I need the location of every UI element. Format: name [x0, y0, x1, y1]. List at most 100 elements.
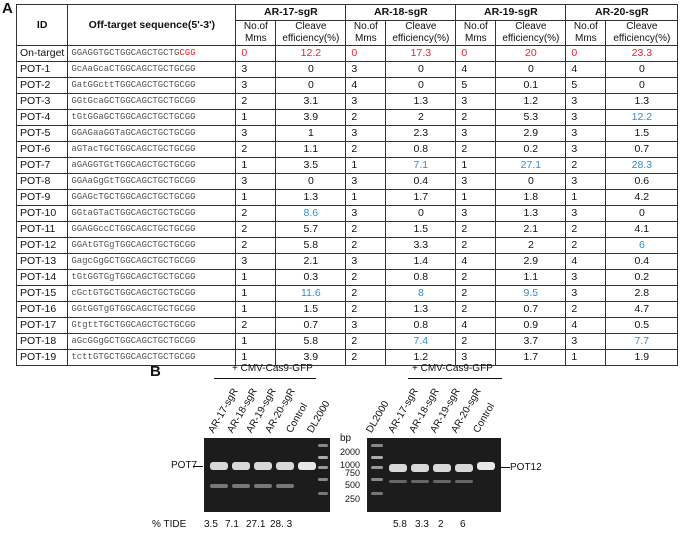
mismatch-count: 3: [565, 285, 607, 302]
subheader-eff: Cleave efficiency(%): [495, 20, 567, 46]
tide-value-right: 3.3: [415, 519, 429, 530]
sequence-main: GtgttTGCTGGCAGCTGCTGCGG: [71, 320, 196, 330]
mismatch-count: 4: [565, 61, 607, 78]
subheader-mms: No.of Mms: [345, 20, 387, 46]
row-sequence: GatGGcttTGGCAGCTGCTGCGG: [67, 77, 237, 94]
cleave-efficiency: 5.7: [275, 221, 347, 238]
tide-value-left: 7.1: [225, 519, 239, 530]
cleave-efficiency: 2: [495, 237, 567, 254]
mismatch-count: 1: [345, 157, 387, 174]
sequence-main: cGctGTGCTGGCAGCTGCTGCGG: [71, 288, 196, 298]
mismatch-count: 1: [345, 189, 387, 206]
bp-label: bp: [340, 433, 352, 444]
mismatch-count: 4: [455, 317, 497, 334]
row-sequence: aGcGGgGCTGGCAGCTGCTGCGG: [67, 333, 237, 350]
left-gel-title: + CMV-Cas9-GFP: [232, 363, 313, 374]
cleave-efficiency: 7.7: [605, 333, 679, 350]
table-row: POT-11 GGAGGccCTGGCAGCTGCTGCGG 2 5.7 2 1.5 2 2.…: [15, 221, 679, 238]
row-id: POT-2: [15, 77, 69, 94]
cleave-efficiency: 0.2: [495, 141, 567, 158]
mismatch-count: 0: [565, 45, 607, 62]
gel-band: [371, 492, 383, 495]
mismatch-count: 1: [235, 157, 277, 174]
subheader-eff: Cleave efficiency(%): [605, 20, 679, 46]
cleave-efficiency: 0: [605, 77, 679, 94]
cleave-efficiency: 0: [385, 61, 457, 78]
mismatch-count: 1: [235, 189, 277, 206]
sequence-main: GcAaGcaCTGGCAGCTGCTGCGG: [71, 64, 196, 74]
cleave-efficiency: 0: [385, 205, 457, 222]
cleave-efficiency: 0: [275, 77, 347, 94]
mismatch-count: 1: [235, 333, 277, 350]
gel-band: [210, 462, 228, 470]
mismatch-count: 3: [235, 125, 277, 142]
gel-band: [477, 462, 495, 470]
cleave-efficiency: 1.9: [605, 349, 679, 366]
table-row: POT-18 aGcGGgGCTGGCAGCTGCTGCGG 1 5.8 2 7.4 2 3.…: [15, 333, 679, 350]
table-row: POT-13 GagcGgGCTGGCAGCTGCTGCGG 3 2.1 3 1.4 4 2.…: [15, 253, 679, 270]
mismatch-count: 4: [565, 317, 607, 334]
mismatch-count: 2: [565, 237, 607, 254]
cleave-efficiency: 0: [275, 61, 347, 78]
cleave-efficiency: 3.9: [275, 109, 347, 126]
gel-band: [276, 462, 294, 470]
cleave-efficiency: 4.2: [605, 189, 679, 206]
row-id: POT-8: [15, 173, 69, 190]
subheader-mms: No.of Mms: [455, 20, 497, 46]
row-id: POT-6: [15, 141, 69, 158]
header-group: AR-18-sgR: [345, 4, 457, 21]
subheader-mms: No.of Mms: [235, 20, 277, 46]
ladder-size-label: 750: [344, 468, 360, 478]
mismatch-count: 1: [235, 109, 277, 126]
mismatch-count: 3: [345, 61, 387, 78]
subheader-mms: No.of Mms: [565, 20, 607, 46]
mismatch-count: 4: [455, 253, 497, 270]
mismatch-count: 3: [455, 125, 497, 142]
cleave-efficiency: 1.3: [275, 189, 347, 206]
cleave-efficiency: 28.3: [605, 157, 679, 174]
gel-band: [371, 466, 383, 469]
cleave-efficiency: 12.2: [605, 109, 679, 126]
mismatch-count: 3: [455, 173, 497, 190]
mismatch-count: 3: [235, 77, 277, 94]
mismatch-count: 3: [565, 205, 607, 222]
table-row: POT-14 tGtGGTGgTGGCAGCTGCTGCGG 1 0.3 2 0.8 2 1.…: [15, 269, 679, 286]
cleave-efficiency: 0: [605, 61, 679, 78]
mismatch-count: 3: [565, 141, 607, 158]
row-sequence: GGAtGTGgTGGCAGCTGCTGCGG: [67, 237, 237, 254]
cleave-efficiency: 1.1: [275, 141, 347, 158]
row-sequence: GcAaGcaCTGGCAGCTGCTGCGG: [67, 61, 237, 78]
row-id: POT-4: [15, 109, 69, 126]
gel-band: [389, 480, 407, 483]
cleave-efficiency: 0.8: [385, 141, 457, 158]
panel-b-letter: B: [150, 363, 161, 380]
cleave-efficiency: 3.9: [275, 349, 347, 366]
table-row: POT-9 GGAGcTGCTGGCAGCTGCTGCGG 1 1.3 1 1.7 1 1.8…: [15, 189, 679, 206]
cleave-efficiency: 7.1: [385, 157, 457, 174]
mismatch-count: 2: [235, 237, 277, 254]
row-id: POT-13: [15, 253, 69, 270]
right-gel-title: + CMV-Cas9-GFP: [412, 363, 493, 374]
cleave-efficiency: 0.2: [605, 269, 679, 286]
row-sequence: cGctGTGCTGGCAGCTGCTGCGG: [67, 285, 237, 302]
table-row: POT-2 GatGGcttTGGCAGCTGCTGCGG 3 0 4 0 5 0.1 5 0: [15, 77, 679, 94]
cleave-efficiency: 3.3: [385, 237, 457, 254]
row-sequence: GGAGGccCTGGCAGCTGCTGCGG: [67, 221, 237, 238]
cleave-efficiency: 1.3: [385, 93, 457, 110]
cleave-efficiency: 1.2: [385, 349, 457, 366]
cleave-efficiency: 1.7: [495, 349, 567, 366]
right-title-bracket: [408, 378, 502, 379]
cleave-efficiency: 27.1: [495, 157, 567, 174]
mismatch-count: 3: [565, 109, 607, 126]
row-sequence: tcttGTGCTGGCAGCTGCTGCGG: [67, 349, 237, 366]
mismatch-count: 3: [565, 173, 607, 190]
row-sequence: GGAaGgGtTGGCAGCTGCTGCGG: [67, 173, 237, 190]
mismatch-count: 3: [235, 253, 277, 270]
table-row: POT-3 GGtGcaGCTGGCAGCTGCTGCGG 2 3.1 3 1.3 3 1.2…: [15, 93, 679, 110]
row-sequence: GGtGGTgGTGGCAGCTGCTGCGG: [67, 301, 237, 318]
gel-band: [411, 464, 429, 472]
sequence-main: tcttGTGCTGGCAGCTGCTGCGG: [71, 352, 196, 362]
row-sequence: aGAGGTGtTGGCAGCTGCTGCGG: [67, 157, 237, 174]
mismatch-count: 3: [565, 93, 607, 110]
cleave-efficiency: 2.8: [605, 285, 679, 302]
